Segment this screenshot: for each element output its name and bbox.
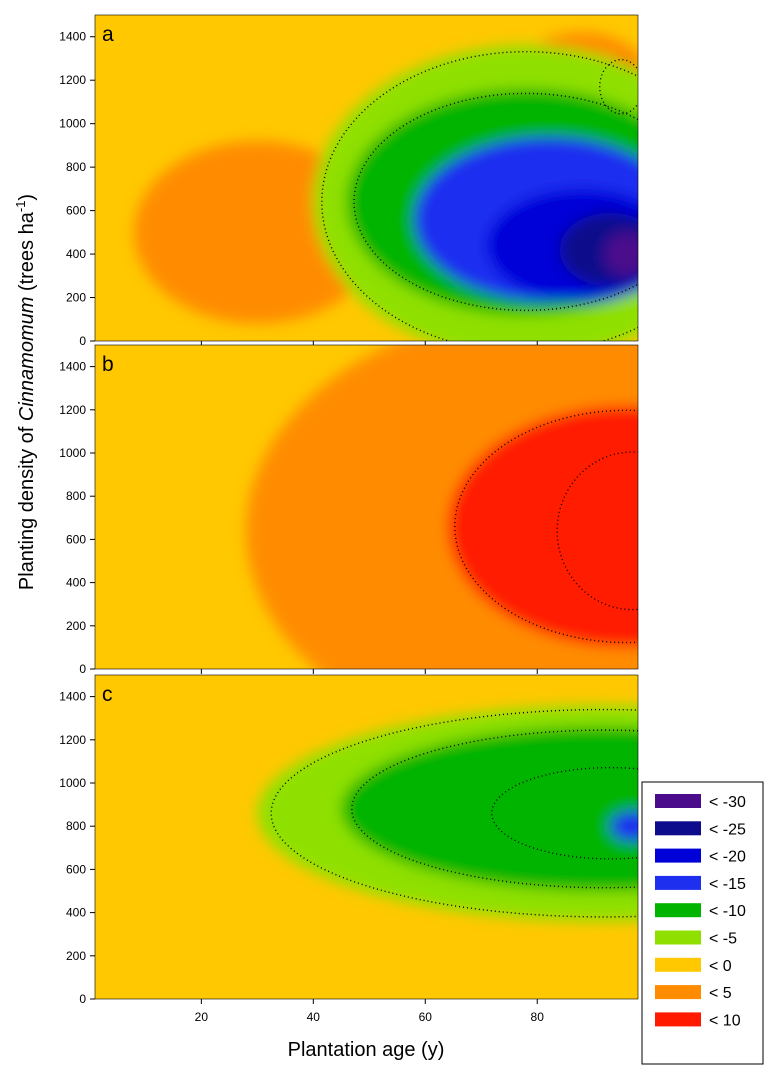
contour-region	[604, 232, 638, 276]
legend-swatch	[655, 821, 701, 836]
y-tick-label: 1200	[59, 403, 86, 417]
y-tick-label: 0	[79, 662, 86, 676]
legend-swatch	[655, 848, 701, 863]
y-tick-label: 200	[66, 619, 86, 633]
x-tick-label: 40	[307, 1010, 321, 1024]
y-tick-label: 0	[79, 992, 86, 1006]
panel-letter: c	[102, 683, 113, 706]
y-tick-label: 1000	[59, 446, 86, 460]
y-tick-label: 800	[66, 819, 86, 833]
panel-frame	[94, 674, 639, 1000]
y-tick-label: 200	[66, 291, 86, 305]
contour-line	[599, 58, 638, 115]
y-tick-label: 200	[66, 949, 86, 963]
y-axis-title: Planting density of Cinnamomum (trees ha…	[13, 194, 38, 590]
legend-swatch	[655, 903, 701, 918]
legend-label: < 5	[709, 985, 732, 1002]
y-tick-label: 1400	[59, 360, 86, 374]
legend-swatch	[655, 875, 701, 890]
y-tick-label: 400	[66, 247, 86, 261]
panel-c: 0 200 400 600 800 1000 1200 1400 20 40 60 80 c	[59, 674, 639, 1024]
y-tick-label: 400	[66, 906, 86, 920]
y-tick-label: 1200	[59, 73, 86, 87]
contour-region	[610, 811, 638, 842]
legend-swatch	[655, 794, 701, 808]
contour-region	[486, 765, 638, 861]
x-tick-label: 20	[195, 1010, 209, 1024]
panel-frame	[94, 14, 639, 342]
legend-label: < -30	[709, 794, 746, 811]
contour-line	[351, 729, 638, 889]
panel-a: 0 200 400 600 800 1000 1200 1400 a	[59, 14, 639, 348]
contour-line	[454, 409, 638, 644]
y-tick-label: 1200	[59, 733, 86, 747]
contour-region	[554, 448, 638, 613]
legend-swatch	[655, 1012, 701, 1027]
y-tick-label: 600	[66, 532, 86, 546]
x-tick-label: 60	[419, 1010, 433, 1024]
legend-label: < 10	[709, 1012, 741, 1029]
legend-label: < -25	[709, 821, 746, 838]
y-tick-label: 800	[66, 489, 86, 503]
panel-frame	[94, 344, 639, 670]
legend-swatch	[655, 985, 701, 1000]
y-tick-label: 1000	[59, 776, 86, 790]
legend-swatch	[655, 930, 701, 945]
legend-label: < -10	[709, 903, 746, 920]
legend-swatch	[655, 957, 701, 972]
y-tick-label: 800	[66, 160, 86, 174]
x-axis-title: Plantation age (y)	[288, 1039, 445, 1061]
y-tick-label: 1000	[59, 117, 86, 131]
legend-label: < -15	[709, 876, 746, 893]
contour-line	[556, 451, 638, 611]
panel-b: 0 200 400 600 800 1000 1200 1400 b	[59, 344, 639, 676]
y-tick-label: 0	[79, 334, 86, 348]
y-tick-label: 1400	[59, 30, 86, 44]
x-tick-label: 80	[531, 1010, 545, 1024]
legend-label: < -5	[709, 931, 737, 948]
legend-label: < -20	[709, 849, 746, 866]
panel-letter: b	[102, 353, 114, 376]
y-tick-label: 400	[66, 576, 86, 590]
y-tick-label: 600	[66, 862, 86, 876]
y-tick-label: 1400	[59, 690, 86, 704]
legend: < -30 < -25 < -20 < -15 < -10 < -5 < 0 < 5 < 10	[641, 781, 764, 1065]
y-tick-label: 600	[66, 204, 86, 218]
legend-label: < 0	[709, 958, 732, 975]
panel-letter: a	[102, 23, 114, 46]
